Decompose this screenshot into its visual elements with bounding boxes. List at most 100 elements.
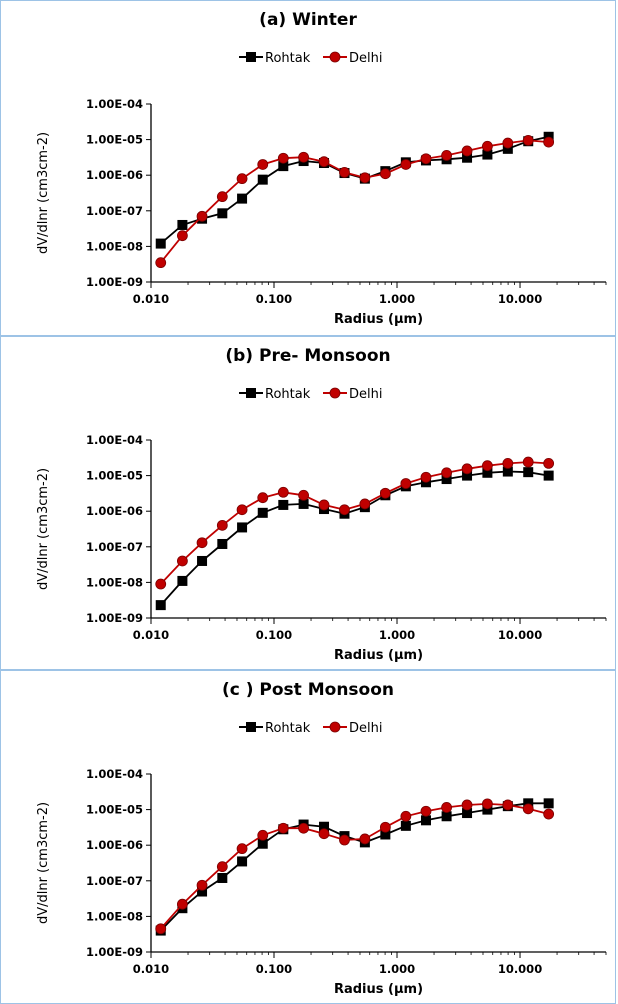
data-point-delhi: [196, 537, 208, 549]
data-point-delhi: [298, 822, 309, 834]
data-point-rohtak: [217, 208, 228, 219]
data-point-rohtak: [502, 143, 513, 154]
x-tick-label: 0.100: [256, 628, 292, 642]
chart-winter: (a) Winter Rohtak Delhi 1.00E-09 1.00E-08 1.0…: [36, 10, 607, 327]
series-rohtak: [155, 798, 554, 936]
x-tick-label: 10.000: [498, 628, 542, 642]
data-point-delhi: [482, 798, 493, 810]
series-rohtak: [155, 466, 554, 611]
y-axis-label: dV/dlnr (cm3cm-2): [36, 132, 51, 254]
data-point-delhi: [543, 136, 555, 148]
data-point-delhi: [379, 821, 391, 833]
data-point-delhi: [420, 153, 432, 165]
y-tick-label: 1.00E-06: [86, 504, 143, 518]
legend-label-rohtak: Rohtak: [265, 51, 311, 66]
data-point-delhi: [277, 486, 289, 498]
y-tick-label: 1.00E-09: [86, 275, 143, 289]
data-point-delhi: [236, 843, 248, 855]
data-point-delhi: [441, 802, 453, 813]
data-point-delhi: [339, 166, 350, 178]
data-point-delhi: [236, 504, 248, 516]
data-point-delhi: [236, 173, 248, 185]
legend-label-rohtak: Rohtak: [265, 387, 311, 402]
data-point-rohtak: [482, 467, 493, 478]
y-tick-label: 1.00E-04: [86, 433, 143, 447]
data-point-rohtak: [400, 820, 411, 831]
data-point-rohtak: [177, 575, 188, 586]
data-point-rohtak: [217, 872, 228, 883]
data-point-delhi: [502, 458, 514, 469]
series-delhi: [155, 798, 555, 935]
data-point-delhi: [461, 463, 473, 475]
data-point-delhi: [359, 172, 371, 184]
data-point-delhi: [177, 898, 188, 910]
data-point-delhi: [257, 492, 269, 504]
data-point-delhi: [318, 828, 330, 840]
data-point-rohtak: [462, 152, 473, 163]
legend-label-delhi: Delhi: [349, 721, 382, 736]
data-point-delhi: [441, 149, 453, 161]
y-tick-label: 1.00E-06: [86, 168, 143, 182]
data-point-rohtak: [482, 149, 493, 160]
data-point-delhi: [298, 489, 309, 501]
data-point-rohtak: [237, 193, 248, 204]
data-point-delhi: [216, 861, 228, 873]
legend-marker-delhi: [329, 51, 341, 63]
x-tick-label: 10.000: [498, 292, 542, 306]
data-point-rohtak: [237, 522, 248, 533]
data-point-rohtak: [420, 815, 431, 826]
y-tick-label: 1.00E-06: [86, 838, 143, 852]
data-point-delhi: [543, 458, 555, 469]
x-tick-label: 0.010: [133, 292, 169, 306]
data-point-rohtak: [441, 474, 452, 485]
data-point-rohtak: [482, 804, 493, 815]
data-point-delhi: [318, 499, 330, 511]
data-point-rohtak: [319, 821, 330, 832]
legend: Rohtak Delhi: [239, 387, 382, 402]
y-tick-label: 1.00E-09: [86, 611, 143, 625]
data-point-rohtak: [523, 467, 534, 478]
data-point-rohtak: [462, 470, 473, 481]
x-tick-label: 1.000: [379, 962, 415, 976]
data-point-rohtak: [543, 470, 554, 481]
data-point-delhi: [522, 456, 534, 468]
legend-marker-rohtak: [246, 388, 256, 398]
data-point-rohtak: [523, 798, 534, 809]
data-point-delhi: [216, 519, 228, 531]
data-point-delhi: [257, 159, 269, 170]
y-axis-label: dV/dlnr (cm3cm-2): [36, 468, 51, 590]
y-tick-label: 1.00E-08: [86, 575, 143, 589]
data-point-delhi: [257, 829, 269, 841]
data-point-rohtak: [380, 829, 391, 840]
legend-label-rohtak: Rohtak: [265, 721, 311, 736]
data-point-rohtak: [462, 808, 473, 819]
data-point-delhi: [339, 834, 350, 846]
data-point-delhi: [482, 460, 493, 472]
legend-marker-delhi: [329, 387, 341, 399]
data-point-delhi: [502, 137, 514, 149]
y-tick-label: 1.00E-07: [86, 874, 143, 888]
data-point-delhi: [379, 168, 391, 180]
x-tick-label: 0.010: [133, 962, 169, 976]
data-point-delhi: [543, 808, 555, 820]
legend-marker-rohtak: [246, 722, 256, 732]
data-point-rohtak: [257, 507, 268, 518]
data-point-delhi: [359, 498, 371, 510]
y-tick-label: 1.00E-05: [86, 133, 143, 147]
x-tick-label: 1.000: [379, 628, 415, 642]
series-rohtak: [155, 131, 554, 249]
data-point-delhi: [461, 799, 473, 811]
x-tick-label: 1.000: [379, 292, 415, 306]
series-delhi: [155, 134, 555, 269]
data-point-delhi: [420, 805, 432, 817]
data-point-delhi: [420, 471, 432, 483]
data-point-rohtak: [298, 498, 309, 509]
x-axis-label: Radius (µm): [334, 982, 423, 997]
chart-panel-pre-monsoon: (b) Pre- Monsoon Rohtak Delhi 1.00E-09 1.00E…: [0, 336, 616, 670]
y-tick-label: 1.00E-04: [86, 767, 143, 781]
data-point-delhi: [155, 923, 167, 935]
data-point-delhi: [339, 504, 350, 516]
legend-marker-delhi: [329, 721, 341, 733]
data-point-rohtak: [197, 555, 208, 566]
data-point-rohtak: [155, 238, 166, 249]
